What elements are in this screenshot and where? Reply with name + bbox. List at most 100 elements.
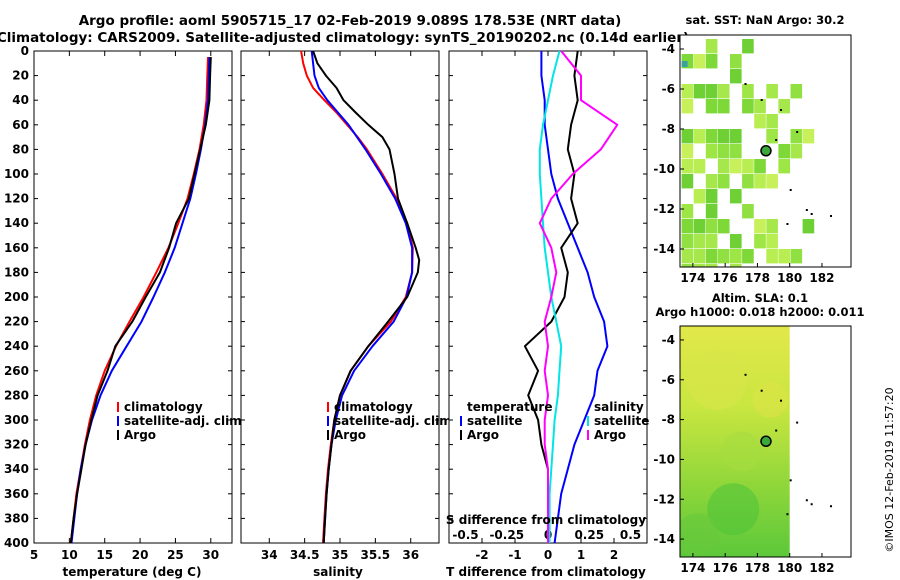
map-y-tick-label: -12 [653,202,675,216]
sst-cell [766,114,778,129]
map-y-tick-label: -6 [662,373,675,387]
difference-panel: -2 -1 0 1 2-0.5 -0.25 0 0.25 0.5temperaturesatel… [448,50,649,562]
difference-frame [448,50,648,544]
sst-cell [754,159,766,174]
x-tick-label: 35.5 [361,548,391,562]
temperature-xlabel: temperature (deg C) [63,565,202,579]
sst-cell [742,84,754,99]
sst-cell [705,189,718,204]
sst-cell [742,99,754,114]
sst-cell [681,159,694,174]
map-x-tick-label: 182 [809,561,834,575]
sst-cell [705,174,718,189]
series-line-salinity-argo [538,50,619,543]
island-dot [789,189,792,191]
sst-cell [705,204,718,219]
sst-cell [778,249,791,264]
map-x-tick-label: 178 [745,561,770,575]
difference-top-xlabel: S difference from climatology [446,513,646,527]
island-dot [775,429,778,432]
top-tick-label: -0.25 [489,528,524,542]
sst-cell [705,99,718,114]
salinity-panel: 34 34.5 35 35.5 36 climatologysatellite-adj. … [240,50,456,562]
sst-cell [742,174,754,189]
argo-position-marker [760,435,772,448]
top-tick-label: 0.25 [574,528,604,542]
sla-map-panel: 174 176 178 180 182 -4 -6 -8 -10 -12 -14 [653,325,852,575]
sst-cell [681,84,694,99]
x-tick-label: 25 [167,548,184,562]
map-x-tick-label: 180 [777,271,802,285]
sla-blob [721,431,762,472]
map-x-tick-label: 176 [713,271,738,285]
title-line-2: Climatology: CARS2009. Satellite-adjuste… [0,30,689,46]
temperature-panel: 5 10 15 20 25 3002040608010012014016018020022… [4,44,246,562]
sst-cell [681,99,694,114]
island-dot [760,99,763,101]
x-tick-label: 10 [61,548,78,562]
sla-blob [687,349,748,410]
sst-cell [693,129,706,144]
x-tick-label: 20 [132,548,149,562]
sst-cell [717,84,730,99]
sla-map-title: Altim. SLA: 0.1 [712,291,808,305]
legend-title: temperature [467,400,552,414]
sst-cell [717,219,730,234]
x-tick-label: 1 [577,548,585,562]
sst-cell [730,159,742,174]
y-tick-label: 300 [4,413,29,427]
map-y-tick-label: -8 [662,413,675,427]
sst-cell [742,39,754,54]
island-dot [786,513,789,516]
map-y-tick-label: -10 [653,162,675,176]
sst-cell [730,234,742,249]
map-y-tick-label: -14 [653,532,675,546]
sst-cell [681,144,694,159]
sst-cell [681,174,694,189]
sst-cell [693,159,706,174]
y-tick-label: 240 [4,339,29,353]
map-x-tick-label: 174 [680,561,705,575]
sst-cell [742,159,754,174]
sst-map-title: sat. SST: NaN Argo: 30.2 [685,13,844,27]
sst-cell [730,249,742,264]
island-dot [830,215,833,217]
difference-xlabel: T difference from climatology [446,565,646,579]
sla-blob [752,381,789,418]
x-tick-label: 5 [30,548,38,562]
sst-cell [730,144,742,159]
sst-cell [730,54,742,69]
title-line-1: Argo profile: aoml 5905715_17 02-Feb-201… [79,13,622,29]
map-x-tick-label: 174 [680,271,705,285]
map-y-tick-label: -12 [653,492,675,506]
island-dot [796,421,799,424]
x-tick-label: 35 [332,548,349,562]
island-dot [744,373,747,376]
island-dot [780,109,783,111]
map-cells [680,326,790,557]
sst-cell [693,234,706,249]
sst-cell [705,84,718,99]
sst-cell [790,144,803,159]
map-y-tick-label: -14 [653,242,675,256]
y-tick-label: 140 [4,216,29,230]
map-y-tick-label: -10 [653,452,675,466]
map-x-tick-label: 180 [777,561,802,575]
map-y-tick-label: -4 [662,42,675,56]
sst-cell [754,234,766,249]
sst-cell [681,204,694,219]
y-tick-label: 120 [4,192,29,206]
island-dot [796,131,799,133]
legend-label: Argo [594,428,626,442]
sst-cell [766,84,778,99]
legend-label: Argo [334,428,366,442]
x-tick-label: 0 [544,548,552,562]
y-tick-label: 380 [4,511,29,525]
map-y-tick-label: -8 [662,122,675,136]
sst-cell [705,219,718,234]
sst-cell [717,249,730,264]
x-tick-label: -2 [475,548,488,562]
sst-cell [730,69,742,84]
salinity-frame [240,50,440,544]
